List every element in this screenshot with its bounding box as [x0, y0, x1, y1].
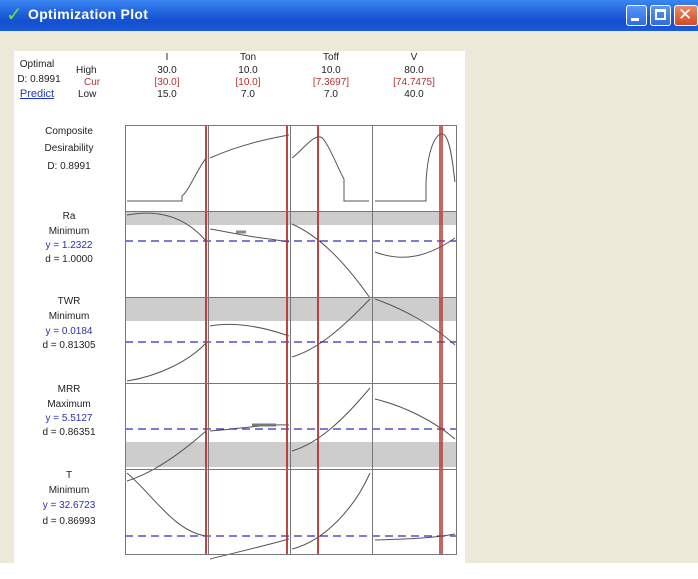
cur-label: Cur — [84, 77, 101, 88]
twr-curves — [126, 298, 456, 382]
maximize-button[interactable] — [650, 5, 671, 26]
row-sub-twr: Minimum — [48, 311, 90, 322]
row-d-t: d = 0.86993 — [42, 516, 96, 527]
row-title-t: T — [65, 470, 73, 481]
checkmark-icon: ✓ — [6, 2, 23, 26]
factor-high-toff: 10.0 — [321, 65, 341, 76]
row-sub-ra: Minimum — [48, 226, 90, 237]
twr-curve-toff — [291, 298, 371, 358]
t-curve-ton — [209, 538, 290, 560]
composite-curve-toff — [291, 136, 369, 202]
composite-curve-i — [127, 156, 208, 202]
composite-curve-v — [375, 133, 456, 202]
desirability-value: D: 0.8991 — [17, 74, 61, 85]
ra-curve-i — [126, 212, 207, 242]
row-sub-t: Minimum — [48, 485, 90, 496]
row-title-ra: Ra — [62, 211, 76, 222]
factor-high-v: 80.0 — [404, 65, 424, 76]
ra-curve-toff — [291, 223, 371, 299]
t-curve-i — [126, 472, 207, 537]
composite-curve-ton — [209, 134, 290, 159]
minimize-button[interactable] — [626, 5, 647, 26]
row-sub-composite: Desirability — [44, 143, 94, 154]
ra-curves — [126, 212, 456, 299]
low-label: Low — [78, 89, 97, 100]
factor-name-i: I — [165, 52, 169, 63]
predict-link[interactable]: Predict — [19, 88, 55, 100]
row-sub-mrr: Maximum — [47, 399, 91, 410]
target-lines — [125, 240, 457, 537]
factor-low-v: 40.0 — [404, 89, 424, 100]
maximize-icon — [655, 9, 666, 20]
factor-high-ton: 10.0 — [238, 65, 258, 76]
optimization-plot-window: ✓ Optimization Plot ✕ Optimal D: 0.8991 … — [0, 0, 698, 563]
row-y-mrr: y = 5.5127 — [45, 413, 93, 424]
factor-cur-i: [30.0] — [154, 77, 180, 88]
t-curves — [126, 472, 456, 560]
t-curve-toff — [291, 472, 371, 550]
mrr-curves — [126, 387, 456, 482]
row-y-t: y = 32.6723 — [42, 500, 96, 511]
minimize-icon — [631, 18, 639, 21]
plot-panel: Optimal D: 0.8991 Predict High Cur Low I… — [14, 51, 465, 579]
row-d-twr: d = 0.81305 — [42, 340, 96, 351]
factor-high-i: 30.0 — [157, 65, 177, 76]
ra-curve-v — [374, 237, 456, 258]
row-d-mrr: d = 0.86351 — [42, 427, 96, 438]
current-lines — [205, 125, 443, 554]
client-area: Optimal D: 0.8991 Predict High Cur Low I… — [4, 31, 694, 579]
row-title-twr: TWR — [57, 296, 81, 307]
row-d-ra: d = 1.0000 — [45, 254, 93, 265]
twr-curve-ton — [209, 323, 290, 337]
close-icon: ✕ — [678, 5, 693, 25]
high-label: High — [76, 65, 97, 76]
twr-curve-i — [126, 342, 207, 382]
factor-low-ton: 7.0 — [241, 89, 255, 100]
factor-cur-ton: [10.0] — [235, 77, 261, 88]
factor-low-i: 15.0 — [157, 89, 177, 100]
ra-curve-ton — [209, 228, 290, 243]
factor-name-toff: Toff — [323, 52, 339, 63]
factor-cur-toff: [7.3697] — [312, 77, 350, 88]
close-button[interactable]: ✕ — [674, 5, 698, 26]
factor-name-ton: Ton — [239, 52, 257, 63]
composite-curves — [127, 133, 456, 202]
grid-lines — [125, 125, 457, 555]
t-curve-v — [374, 533, 456, 541]
twr-curve-v — [374, 298, 456, 346]
mrr-curve-toff — [291, 387, 371, 452]
mrr-curve-ton — [209, 424, 290, 432]
window-title: Optimization Plot — [28, 6, 149, 22]
optimal-label: Optimal — [19, 59, 55, 70]
row-y-ra: y = 1.2322 — [45, 240, 93, 251]
mrr-curve-i — [126, 430, 207, 482]
mrr-curve-v — [374, 398, 456, 440]
factor-name-v: V — [410, 52, 418, 63]
row-title-mrr: MRR — [57, 384, 81, 395]
row-y-twr: y = 0.0184 — [45, 326, 93, 337]
optimization-grid — [125, 125, 457, 560]
row-title-composite: Composite — [45, 126, 93, 137]
factor-cur-v: [74.7475] — [393, 77, 435, 88]
title-bar[interactable]: ✓ Optimization Plot ✕ — [0, 0, 698, 31]
row-d-composite: D: 0.8991 — [47, 161, 91, 172]
factor-low-toff: 7.0 — [324, 89, 338, 100]
